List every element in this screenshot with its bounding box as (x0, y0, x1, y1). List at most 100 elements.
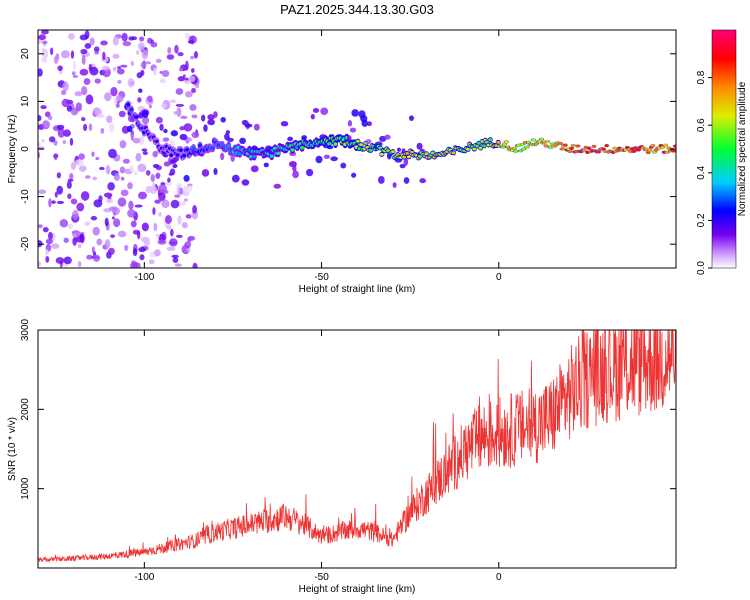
noise-blob (150, 174, 155, 182)
noise-blob (138, 246, 147, 253)
spectrogram-x-ticks: -100 -50 0 (134, 30, 502, 283)
noise-blob (115, 95, 124, 103)
ridge-point (513, 149, 518, 153)
spectrogram-y-tick-label: 10 (20, 95, 31, 107)
noise-blob (38, 115, 42, 122)
noise-blob (40, 105, 47, 110)
noise-blob (92, 254, 101, 262)
ridge-point (465, 147, 470, 151)
spectrogram-y-tick-label: -10 (20, 189, 31, 204)
noise-blob (45, 255, 50, 263)
ridge-point (488, 138, 493, 142)
noise-blob (141, 49, 149, 60)
colorbar-scale (711, 29, 737, 269)
noise-blob (54, 153, 58, 161)
noise-blob (56, 185, 63, 195)
noise-blob (136, 72, 143, 79)
noise-blob (136, 50, 140, 55)
noise-blob (38, 224, 43, 229)
scatter-blob (292, 164, 297, 172)
noise-blob (175, 234, 183, 238)
noise-blob (170, 199, 180, 209)
noise-blob (48, 136, 56, 143)
noise-blob (117, 230, 127, 238)
noise-blob (68, 33, 75, 40)
noise-blob (80, 191, 90, 201)
scatter-blob (403, 177, 410, 184)
noise-blob (112, 66, 117, 72)
ridge-point (671, 149, 676, 153)
scatter-blob (244, 123, 253, 128)
noise-blob (177, 76, 185, 82)
ridge-point (504, 140, 509, 144)
ridge-point (178, 148, 183, 152)
noise-blob (177, 52, 184, 57)
noise-blob (167, 47, 172, 54)
ridge-point (512, 146, 517, 150)
scatter-blob (213, 111, 218, 118)
noise-blob (137, 136, 145, 146)
noise-blob (92, 226, 100, 236)
noise-blob (38, 240, 43, 248)
scatter-blob (203, 124, 208, 132)
ridge-point (478, 146, 483, 150)
noise-blob (41, 57, 48, 64)
scatter-blob (351, 172, 357, 178)
noise-blob (79, 233, 85, 244)
noise-blob (47, 115, 53, 121)
ridge-point (631, 149, 636, 153)
snr-x-label: Height of straight line (km) (299, 584, 416, 595)
scatter-blob (163, 128, 168, 134)
noise-blob (182, 200, 186, 206)
noise-blob (48, 198, 52, 208)
noise-blob (187, 40, 195, 44)
noise-blob (158, 211, 162, 217)
ridge-point (524, 145, 529, 149)
noise-blob (75, 102, 83, 112)
noise-blob (168, 172, 173, 176)
noise-blob (69, 137, 74, 146)
ridge-point (650, 144, 655, 148)
ridge-point (636, 148, 641, 152)
noise-blob (89, 37, 95, 46)
noise-blob (117, 79, 122, 84)
figure-title: PAZ1.2025.344.13.30.G03 (280, 2, 434, 17)
noise-blob (161, 199, 170, 209)
noise-blob (78, 165, 87, 172)
ridge-point (134, 115, 139, 119)
ridge-point (169, 153, 174, 157)
noise-blob (48, 231, 53, 240)
noise-blob (139, 36, 145, 42)
noise-blob (56, 200, 64, 205)
scatter-blob (306, 168, 314, 177)
noise-blob (41, 30, 49, 35)
noise-blob (95, 156, 100, 161)
noise-blob (74, 91, 83, 97)
noise-blob (45, 249, 49, 256)
ridge-point (290, 148, 295, 152)
ridge-point (129, 107, 134, 112)
scatter-blob (201, 114, 206, 122)
noise-blob (154, 249, 161, 257)
scatter-blob (378, 175, 385, 184)
noise-blob (91, 246, 95, 254)
ridge-point (182, 153, 187, 158)
noise-blob (195, 84, 200, 89)
noise-blob (57, 65, 63, 71)
noise-blob (189, 104, 197, 111)
scatter-blob (349, 127, 357, 133)
scatter-blob (386, 153, 392, 160)
ridge-point (560, 147, 565, 151)
scatter-blob (403, 157, 409, 166)
scatter-blob (419, 178, 427, 184)
ridge-point (276, 151, 281, 156)
noise-blob (147, 95, 153, 103)
snr-plot-area (38, 330, 676, 564)
noise-blob (54, 191, 58, 198)
noise-blob (180, 115, 188, 120)
ridge-point (191, 146, 196, 150)
colorbar-tick-label: 0.0 (696, 261, 707, 275)
noise-blob (63, 237, 69, 243)
noise-blob (55, 257, 65, 264)
noise-blob (63, 256, 72, 265)
